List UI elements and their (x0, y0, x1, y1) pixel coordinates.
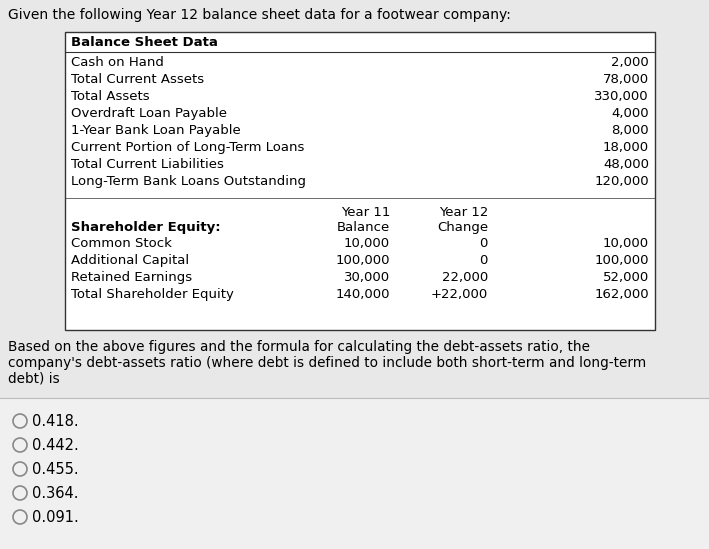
Text: Year 12: Year 12 (439, 206, 488, 219)
Text: company's debt-assets ratio (where debt is defined to include both short-term an: company's debt-assets ratio (where debt … (8, 356, 646, 370)
Circle shape (13, 510, 27, 524)
Text: debt) is: debt) is (8, 372, 60, 386)
Text: Based on the above figures and the formula for calculating the debt-assets ratio: Based on the above figures and the formu… (8, 340, 590, 354)
Text: 0: 0 (479, 237, 488, 250)
Bar (0, 398, 709, 549)
Text: Shareholder Equity:: Shareholder Equity: (71, 221, 220, 234)
Text: Current Portion of Long-Term Loans: Current Portion of Long-Term Loans (71, 141, 304, 154)
Text: 0.364.: 0.364. (32, 486, 79, 501)
Text: 0.442.: 0.442. (32, 438, 79, 453)
Text: 10,000: 10,000 (344, 237, 390, 250)
Text: 100,000: 100,000 (595, 254, 649, 267)
Text: Balance Sheet Data: Balance Sheet Data (71, 36, 218, 49)
Text: 140,000: 140,000 (335, 288, 390, 301)
Text: 1-Year Bank Loan Payable: 1-Year Bank Loan Payable (71, 124, 241, 137)
Text: 0.455.: 0.455. (32, 462, 79, 477)
Text: 78,000: 78,000 (603, 73, 649, 86)
Text: 18,000: 18,000 (603, 141, 649, 154)
Text: Year 11: Year 11 (340, 206, 390, 219)
Text: Overdraft Loan Payable: Overdraft Loan Payable (71, 107, 227, 120)
Text: 48,000: 48,000 (603, 158, 649, 171)
Text: Change: Change (437, 221, 488, 234)
Text: 330,000: 330,000 (594, 90, 649, 103)
Text: 2,000: 2,000 (611, 56, 649, 69)
Text: 22,000: 22,000 (442, 271, 488, 284)
Text: Cash on Hand: Cash on Hand (71, 56, 164, 69)
Text: 100,000: 100,000 (335, 254, 390, 267)
Circle shape (13, 414, 27, 428)
Text: 4,000: 4,000 (611, 107, 649, 120)
Text: +22,000: +22,000 (431, 288, 488, 301)
Circle shape (13, 486, 27, 500)
Text: Balance: Balance (337, 221, 390, 234)
Text: Common Stock: Common Stock (71, 237, 172, 250)
Text: 120,000: 120,000 (594, 175, 649, 188)
Text: 8,000: 8,000 (611, 124, 649, 137)
Text: Additional Capital: Additional Capital (71, 254, 189, 267)
Text: 30,000: 30,000 (344, 271, 390, 284)
Text: 0.418.: 0.418. (32, 414, 79, 429)
Text: Total Shareholder Equity: Total Shareholder Equity (71, 288, 234, 301)
Text: Total Current Assets: Total Current Assets (71, 73, 204, 86)
Circle shape (13, 462, 27, 476)
Text: 52,000: 52,000 (603, 271, 649, 284)
Text: Retained Earnings: Retained Earnings (71, 271, 192, 284)
Text: Total Assets: Total Assets (71, 90, 150, 103)
Text: 10,000: 10,000 (603, 237, 649, 250)
Text: 0.091.: 0.091. (32, 510, 79, 525)
Text: Long-Term Bank Loans Outstanding: Long-Term Bank Loans Outstanding (71, 175, 306, 188)
Text: Given the following Year 12 balance sheet data for a footwear company:: Given the following Year 12 balance shee… (8, 8, 511, 22)
Circle shape (13, 438, 27, 452)
Text: 0: 0 (479, 254, 488, 267)
Text: Total Current Liabilities: Total Current Liabilities (71, 158, 224, 171)
Text: 162,000: 162,000 (594, 288, 649, 301)
Bar (65, 32, 655, 330)
